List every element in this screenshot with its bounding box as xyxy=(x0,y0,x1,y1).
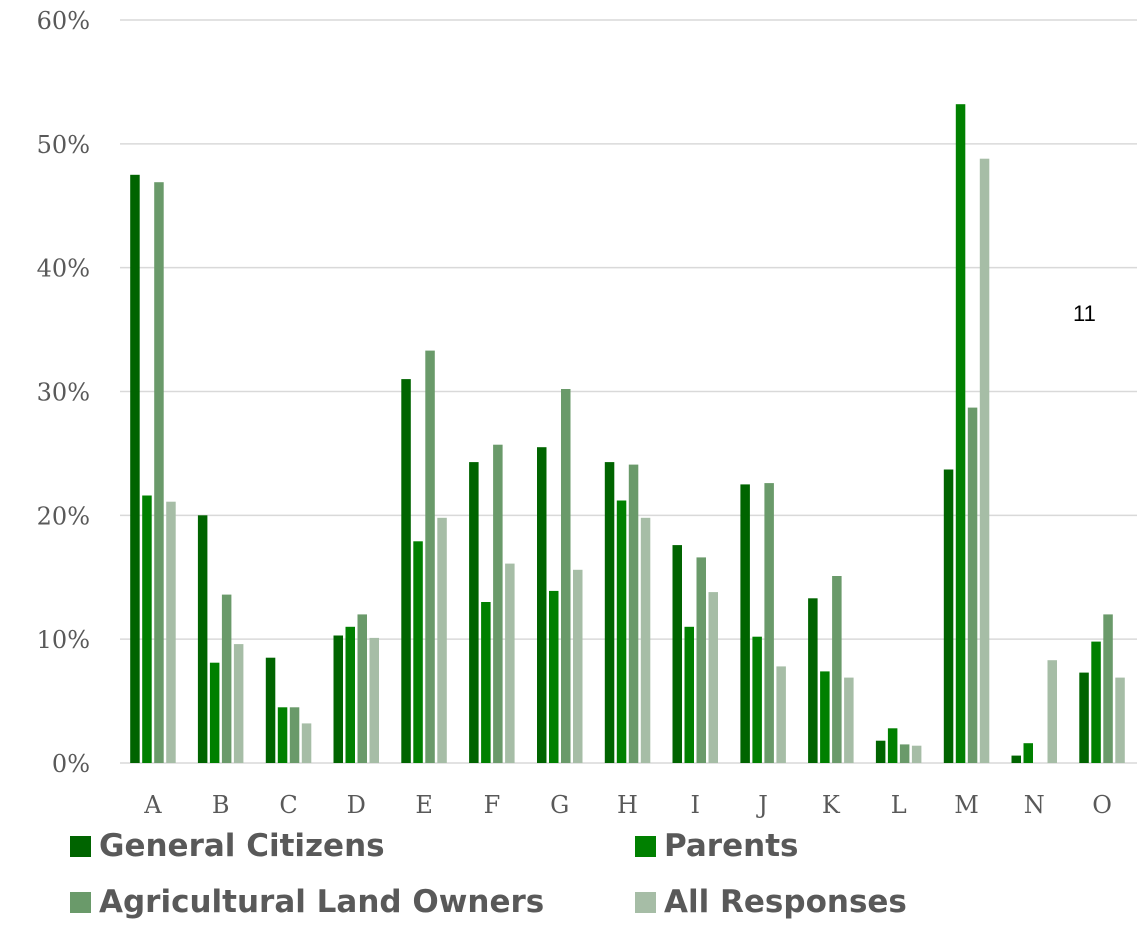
bar-f-series-0 xyxy=(469,462,479,763)
bar-b-series-3 xyxy=(233,644,244,763)
bar-h-series-2 xyxy=(628,464,639,763)
bar-a-series-0 xyxy=(130,174,140,764)
bars xyxy=(130,104,1125,764)
legend-swatch xyxy=(635,835,656,857)
legend-item-agricultural-land-owners: Agricultural Land Owners xyxy=(70,884,544,920)
y-tick-label: 30% xyxy=(37,379,90,407)
annotation-label: 11 xyxy=(1073,301,1096,326)
x-tick-label: B xyxy=(212,791,230,819)
bar-j-series-3 xyxy=(776,666,786,763)
bar-g-series-2 xyxy=(561,389,571,763)
bar-k-series-3 xyxy=(844,677,854,763)
bar-b-series-1 xyxy=(209,662,220,763)
bar-k-series-0 xyxy=(808,598,818,763)
bar-h-series-1 xyxy=(616,500,627,763)
legend-label: General Citizens xyxy=(99,828,385,864)
bar-c-series-0 xyxy=(265,657,276,763)
x-tick-label: I xyxy=(691,791,700,819)
legend-swatch xyxy=(635,891,656,913)
bar-j-series-0 xyxy=(740,484,750,763)
bar-e-series-2 xyxy=(425,350,435,763)
y-axis-ticks: 0% 10% 20% 30% 40% 50% 60% xyxy=(37,7,90,778)
bar-m-series-2 xyxy=(967,407,978,763)
legend-swatch xyxy=(70,835,91,857)
bar-n-series-3 xyxy=(1047,660,1057,763)
bar-i-series-2 xyxy=(696,557,706,763)
x-tick-label: E xyxy=(415,791,433,819)
bar-f-series-2 xyxy=(493,444,503,763)
bar-n-series-1 xyxy=(1023,743,1033,763)
bar-l-series-3 xyxy=(911,745,922,763)
gridlines xyxy=(120,19,1137,764)
x-tick-label: G xyxy=(550,791,569,819)
bar-i-series-3 xyxy=(708,592,718,763)
bar-f-series-1 xyxy=(481,602,491,763)
bar-d-series-1 xyxy=(345,626,355,763)
bar-e-series-3 xyxy=(437,517,447,763)
bar-c-series-3 xyxy=(301,723,312,763)
legend-item-parents: Parents xyxy=(635,828,798,864)
bar-l-series-0 xyxy=(875,740,886,763)
bar-h-series-0 xyxy=(604,462,615,763)
bar-chart: 0% 10% 20% 30% 40% 50% 60% A B C D E F G H I J K L M N O 11 xyxy=(37,7,1137,819)
legend-label: Agricultural Land Owners xyxy=(99,884,545,920)
bar-j-series-2 xyxy=(764,483,774,763)
bar-g-series-1 xyxy=(549,590,559,763)
bar-m-series-1 xyxy=(955,104,966,763)
bar-o-series-3 xyxy=(1115,677,1125,763)
x-tick-label: A xyxy=(143,791,162,819)
bar-a-series-3 xyxy=(166,501,176,763)
bar-f-series-3 xyxy=(505,563,515,763)
bar-b-series-2 xyxy=(221,594,232,763)
bar-d-series-2 xyxy=(357,614,367,763)
x-axis-ticks: A B C D E F G H I J K L M N O xyxy=(143,791,1112,819)
legend-item-all-responses: All Responses xyxy=(635,884,907,920)
bar-o-series-0 xyxy=(1079,672,1089,763)
bar-i-series-0 xyxy=(672,545,682,763)
bar-e-series-1 xyxy=(413,541,423,763)
bar-o-series-2 xyxy=(1103,614,1113,763)
bar-m-series-0 xyxy=(943,469,954,763)
y-tick-label: 20% xyxy=(37,502,90,530)
bar-j-series-1 xyxy=(752,636,762,763)
bar-h-series-3 xyxy=(640,517,651,763)
bar-a-series-1 xyxy=(142,495,152,763)
legend-label: Parents xyxy=(664,828,799,864)
bar-i-series-1 xyxy=(684,626,694,763)
legend-item-general-citizens: General Citizens xyxy=(70,828,385,864)
bar-l-series-1 xyxy=(887,728,898,763)
x-tick-label: H xyxy=(617,791,638,819)
bar-o-series-1 xyxy=(1091,641,1101,763)
bar-c-series-1 xyxy=(277,707,288,763)
x-tick-label: L xyxy=(891,791,907,819)
bar-k-series-2 xyxy=(832,576,842,763)
y-tick-label: 10% xyxy=(37,626,90,654)
y-tick-label: 50% xyxy=(37,131,90,159)
bar-m-series-3 xyxy=(979,158,990,763)
y-tick-label: 40% xyxy=(37,255,90,283)
x-tick-label: D xyxy=(347,791,366,819)
x-tick-label: J xyxy=(755,791,768,819)
legend-swatch xyxy=(70,891,91,913)
y-tick-label: 60% xyxy=(37,7,90,35)
bar-g-series-3 xyxy=(573,569,583,763)
x-tick-label: M xyxy=(954,791,979,819)
bar-d-series-0 xyxy=(333,635,343,763)
x-tick-label: K xyxy=(822,791,841,819)
bar-e-series-0 xyxy=(401,379,411,763)
legend-label: All Responses xyxy=(664,884,907,920)
bar-a-series-2 xyxy=(154,182,164,763)
bar-k-series-1 xyxy=(820,671,830,763)
bar-d-series-3 xyxy=(369,637,379,763)
bar-c-series-2 xyxy=(289,707,300,763)
x-tick-label: O xyxy=(1092,791,1112,819)
x-tick-label: C xyxy=(279,791,297,819)
bar-g-series-0 xyxy=(537,447,547,763)
bar-n-series-0 xyxy=(1011,755,1021,763)
bar-b-series-0 xyxy=(197,515,208,763)
bar-l-series-2 xyxy=(899,744,910,763)
x-tick-label: F xyxy=(484,791,501,819)
y-tick-label: 0% xyxy=(52,750,90,778)
x-tick-label: N xyxy=(1024,791,1045,819)
